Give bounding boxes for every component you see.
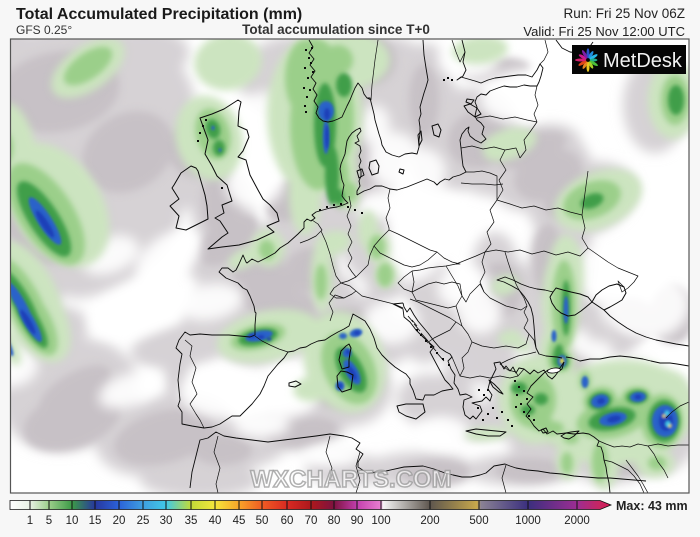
svg-text:50: 50 xyxy=(256,515,269,527)
svg-text:Total accumulation since T+0: Total accumulation since T+0 xyxy=(242,22,430,37)
svg-text:90: 90 xyxy=(351,515,364,527)
svg-text:Run: Fri 25 Nov 06Z: Run: Fri 25 Nov 06Z xyxy=(563,6,685,21)
svg-text:5: 5 xyxy=(46,515,52,527)
svg-text:15: 15 xyxy=(89,515,102,527)
svg-text:200: 200 xyxy=(420,515,439,527)
svg-text:35: 35 xyxy=(185,515,198,527)
svg-text:25: 25 xyxy=(137,515,150,527)
svg-text:GFS 0.25°: GFS 0.25° xyxy=(16,23,72,37)
svg-text:70: 70 xyxy=(305,515,318,527)
svg-text:100: 100 xyxy=(371,515,390,527)
svg-text:WXCHARTS.COM: WXCHARTS.COM xyxy=(250,466,451,493)
svg-text:2000: 2000 xyxy=(564,515,590,527)
svg-text:40: 40 xyxy=(209,515,222,527)
svg-text:1: 1 xyxy=(27,515,33,527)
svg-text:Valid: Fri 25 Nov 12:00 UTC: Valid: Fri 25 Nov 12:00 UTC xyxy=(523,24,685,39)
svg-text:MetDesk: MetDesk xyxy=(603,50,683,72)
svg-text:500: 500 xyxy=(469,515,488,527)
svg-text:10: 10 xyxy=(66,515,79,527)
svg-text:Max: 43 mm: Max: 43 mm xyxy=(616,499,688,513)
svg-text:Total Accumulated Precipitatio: Total Accumulated Precipitation (mm) xyxy=(16,6,302,23)
svg-text:45: 45 xyxy=(233,515,246,527)
svg-text:30: 30 xyxy=(160,515,173,527)
svg-text:60: 60 xyxy=(281,515,294,527)
svg-text:80: 80 xyxy=(328,515,341,527)
svg-text:20: 20 xyxy=(113,515,126,527)
svg-text:1000: 1000 xyxy=(515,515,541,527)
